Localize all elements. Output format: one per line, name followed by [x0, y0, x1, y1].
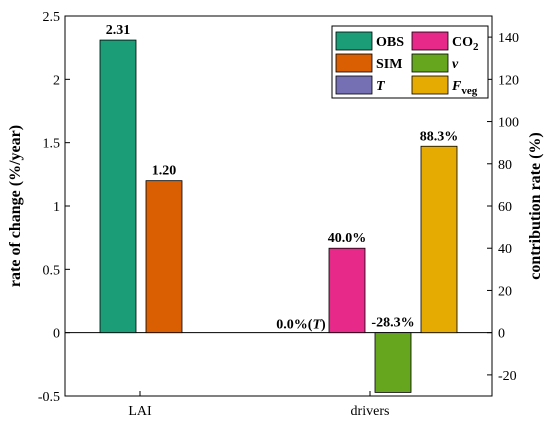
legend-label-co2: CO2 [452, 35, 479, 53]
right-tick-label: 20 [498, 284, 512, 299]
legend-label-t: T [376, 79, 386, 94]
left-tick-label: 1.5 [43, 137, 61, 152]
legend-swatch-v [411, 53, 449, 73]
right-tick-label: 100 [498, 116, 519, 131]
legend-label-obs: OBS [376, 35, 404, 50]
left-axis-title: rate of change (%/year) [7, 125, 24, 287]
left-tick-label: 0.5 [43, 263, 61, 278]
bar-v [374, 332, 412, 393]
bar-obs [99, 39, 137, 334]
legend-swatch-sim [335, 53, 373, 73]
left-axis-ticks: -0.5 0 0.5 1 1.5 2 2.5 [38, 10, 70, 405]
right-axis-title: contribution rate (%) [527, 132, 544, 280]
legend-label-fveg: Fveg [451, 79, 478, 97]
bars [99, 39, 458, 393]
left-tick-label: -0.5 [38, 390, 60, 405]
bar-labels: 2.31 1.20 0.0%(T) 40.0% -28.3% 88.3% [106, 23, 459, 333]
left-tick-label: 1 [53, 200, 60, 215]
legend: OBS CO2 SIM v T Fveg [331, 25, 489, 99]
left-tick-label: 0 [53, 327, 60, 342]
legend-swatch-co2 [411, 31, 449, 51]
legend-swatch-obs [335, 31, 373, 51]
data-label-fveg: 88.3% [420, 129, 459, 144]
data-label-obs: 2.31 [106, 23, 131, 38]
data-label-t: 0.0%(T) [276, 318, 326, 333]
right-tick-label: -20 [498, 369, 517, 384]
right-axis-ticks: -20 0 20 40 60 80 100 120 140 [487, 31, 519, 384]
data-label-sim: 1.20 [152, 164, 177, 179]
bar-sim [145, 180, 183, 334]
x-tick-label: LAI [128, 404, 152, 419]
right-tick-label: 120 [498, 73, 519, 88]
data-label-co2: 40.0% [328, 231, 367, 246]
data-label-v: -28.3% [371, 316, 414, 331]
x-axis-ticks: LAI drivers [128, 391, 389, 419]
right-tick-label: 140 [498, 31, 519, 46]
left-tick-label: 2.5 [43, 10, 61, 25]
x-tick-label: drivers [351, 404, 390, 419]
bar-fveg [420, 145, 458, 334]
right-tick-label: 80 [498, 158, 512, 173]
bar-co2 [328, 247, 366, 334]
legend-label-v: v [452, 57, 459, 72]
legend-swatch-t [335, 75, 373, 95]
right-tick-label: 0 [498, 327, 505, 342]
left-tick-label: 2 [53, 73, 60, 88]
legend-label-sim: SIM [376, 57, 402, 72]
right-tick-label: 60 [498, 200, 512, 215]
right-tick-label: 40 [498, 242, 512, 257]
legend-swatch-fveg [411, 75, 449, 95]
